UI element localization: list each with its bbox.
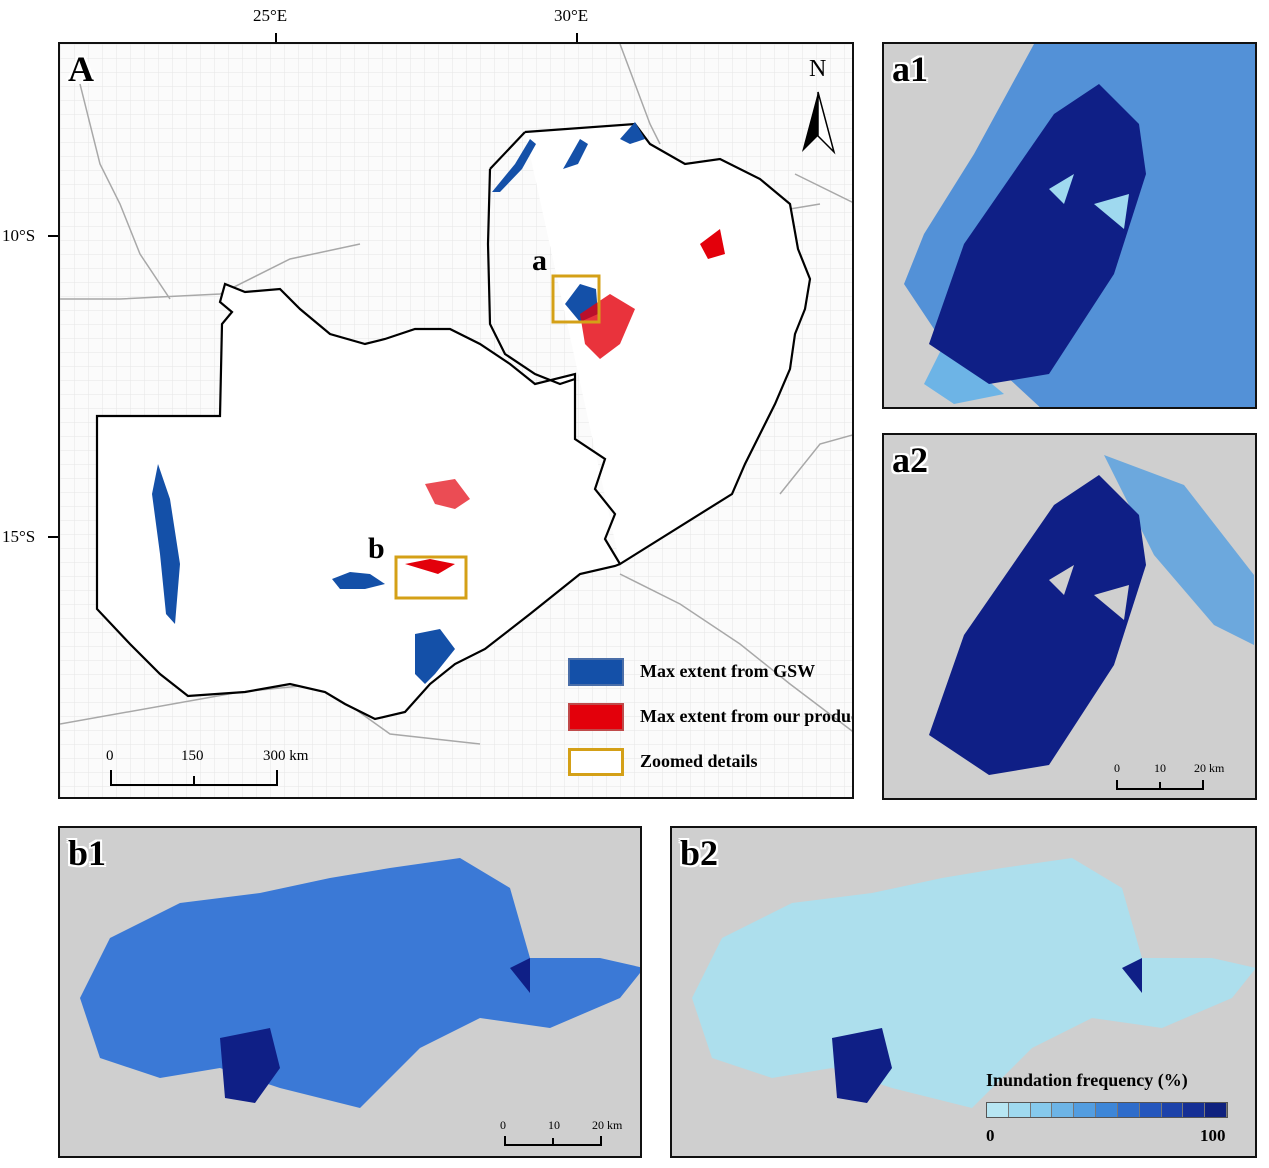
legend-label-zoom: Zoomed details	[640, 751, 758, 771]
panel-letter-a2: a2	[892, 440, 928, 480]
north-arrow-icon	[802, 91, 836, 155]
main-map-panel: A a b N Max extent from GSW Max extent f…	[58, 42, 854, 799]
lon-tick-30	[576, 33, 578, 43]
gsw-water	[152, 122, 645, 684]
panel-letter-b1: b1	[68, 833, 107, 873]
colorbar	[986, 1102, 1228, 1118]
lon-tick-25	[275, 33, 277, 43]
colorbar-segment	[1117, 1103, 1140, 1117]
colorbar-max-label: 100	[1200, 1126, 1226, 1145]
lat-label-10: 10°S	[2, 226, 36, 245]
panel-letter-A: A	[68, 49, 94, 89]
scalebar-tick-0: 0	[106, 748, 114, 764]
b1-scalebar-10: 10	[548, 1118, 560, 1132]
a2-scalebar-20: 20 km	[1194, 761, 1225, 775]
colorbar-segment	[1052, 1103, 1075, 1117]
lat-tick-15	[48, 536, 58, 538]
colorbar-segment	[987, 1103, 1009, 1117]
colorbar-segment	[1139, 1103, 1162, 1117]
colorbar-segment	[1096, 1103, 1118, 1117]
panel-b2: b2 Inundation frequency (%) 0 100	[670, 826, 1257, 1158]
lat-label-15: 15°S	[2, 527, 36, 546]
zoom-label-a: a	[532, 244, 547, 277]
colorbar-segment	[1008, 1103, 1031, 1117]
panel-b1-svg	[80, 858, 640, 1108]
legend-swatch-product	[568, 703, 624, 731]
panel-a1-svg	[904, 44, 1255, 407]
a2-scalebar-10: 10	[1154, 761, 1166, 775]
neighbour-boundaries	[60, 44, 852, 745]
colorbar-segment	[1030, 1103, 1053, 1117]
colorbar-segment	[1183, 1103, 1206, 1117]
legend-label-gsw: Max extent from GSW	[640, 661, 816, 681]
legend-label-product: Max extent from our product	[640, 706, 854, 726]
b1-scalebar-20: 20 km	[592, 1118, 623, 1132]
panel-a2: a2 0 10 20 km	[882, 433, 1257, 800]
legend-swatch-gsw	[568, 658, 624, 686]
colorbar-segment	[1074, 1103, 1097, 1117]
b1-scalebar-0: 0	[500, 1118, 506, 1132]
panel-b2-svg	[692, 858, 1255, 1108]
panel-a2-svg	[929, 455, 1254, 775]
scalebar-tick-150: 150	[181, 748, 204, 764]
a2-scalebar-0: 0	[1114, 761, 1120, 775]
legend-swatch-zoom	[568, 748, 624, 776]
panel-b1: b1 0 10 20 km	[58, 826, 642, 1158]
lon-label-30: 30°E	[554, 6, 589, 25]
zoom-box-b	[394, 555, 468, 600]
lon-label-25: 25°E	[253, 6, 288, 25]
country-outline	[95, 122, 812, 721]
colorbar-title: Inundation frequency (%)	[986, 1070, 1188, 1090]
panel-a1: a1	[882, 42, 1257, 409]
colorbar-segment	[1161, 1103, 1184, 1117]
north-label: N	[809, 56, 827, 82]
product-water	[405, 229, 725, 574]
zoom-label-b: b	[368, 532, 385, 565]
panel-letter-b2: b2	[680, 833, 719, 873]
scalebar-tick-300: 300 km	[263, 748, 309, 764]
panel-letter-a1: a1	[892, 49, 928, 89]
main-map-svg	[60, 44, 852, 797]
lat-tick-10	[48, 235, 58, 237]
zoom-box-a	[551, 274, 601, 324]
colorbar-segment	[1205, 1103, 1227, 1117]
colorbar-min-label: 0	[986, 1126, 995, 1145]
